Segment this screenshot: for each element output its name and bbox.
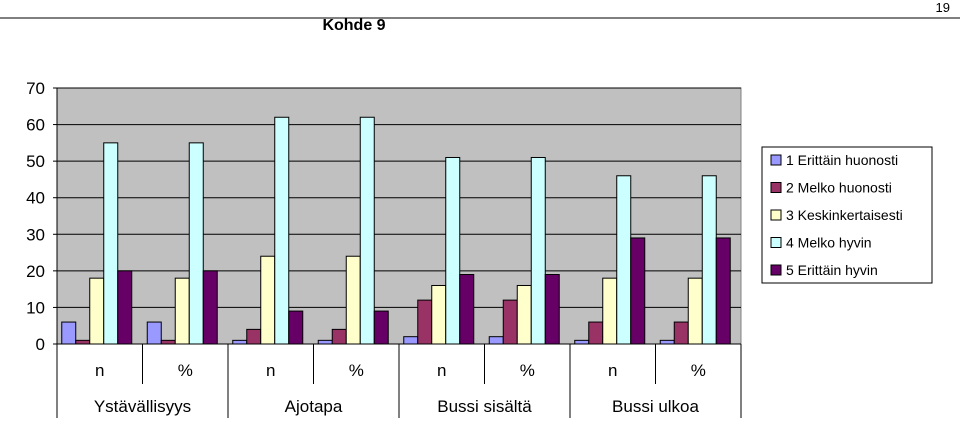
legend-swatch	[770, 154, 782, 166]
bar	[459, 274, 475, 345]
bar	[160, 339, 176, 345]
legend-entry: 2 Melko huonosti	[786, 180, 892, 196]
legend-entry: 3 Keskinkertaisesti	[786, 207, 903, 223]
bar	[246, 328, 262, 345]
bar	[530, 156, 546, 345]
bar	[232, 339, 248, 345]
bar	[317, 339, 333, 345]
legend-entry: 4 Melko hyvin	[786, 235, 872, 251]
bar	[103, 142, 119, 345]
legend-entry: 1 Erittäin huonosti	[786, 152, 898, 168]
legend-box	[761, 146, 933, 284]
bar	[61, 321, 77, 345]
bar	[75, 339, 91, 345]
bar	[174, 277, 190, 345]
x-tick-label: n	[95, 361, 104, 380]
bar	[403, 336, 419, 345]
bar	[502, 299, 518, 345]
x-group-label: Bussi ulkoa	[612, 397, 699, 416]
bar	[202, 270, 218, 345]
legend: 1 Erittäin huonosti 2 Melko huonosti 3 Kes…	[761, 146, 933, 284]
x-tick-label: %	[349, 361, 364, 380]
bar	[188, 142, 204, 345]
bar	[417, 299, 433, 345]
bar	[260, 255, 276, 345]
bar	[488, 336, 504, 345]
x-tick-label: n	[266, 361, 275, 380]
page-number: 19	[936, 0, 950, 15]
x-group-label: Ajotapa	[285, 397, 343, 416]
y-tick-label: 70	[26, 79, 45, 98]
bar	[574, 339, 590, 345]
y-tick-label: 20	[26, 262, 45, 281]
bar	[431, 284, 447, 345]
y-tick-label: 30	[26, 225, 45, 244]
bar	[673, 321, 689, 345]
bar	[288, 310, 304, 345]
chart-title: Kohde 9	[322, 17, 385, 34]
bar	[146, 321, 162, 345]
bar	[359, 116, 375, 345]
legend-swatch	[770, 237, 782, 248]
bar	[616, 175, 632, 345]
x-tick-label: %	[520, 361, 535, 380]
bar	[602, 277, 618, 345]
x-group-label: Ystävällisyys	[94, 397, 191, 416]
x-tick-label: n	[437, 361, 446, 380]
bar	[544, 274, 560, 345]
legend-swatch	[770, 209, 782, 221]
bar	[715, 237, 731, 345]
x-tick-label: n	[608, 361, 617, 380]
bar	[630, 237, 646, 345]
bar	[331, 328, 347, 345]
legend-swatch	[770, 182, 782, 193]
bar	[516, 284, 532, 345]
legend-entry: 5 Erittäin hyvin	[786, 262, 878, 278]
y-tick-label: 60	[26, 116, 45, 135]
y-tick-label: 0	[36, 335, 45, 354]
bar	[373, 310, 389, 345]
bar	[659, 339, 675, 345]
legend-swatch	[770, 264, 782, 276]
bar	[687, 277, 703, 345]
y-tick-label: 40	[26, 189, 45, 208]
x-group-label: Bussi sisältä	[437, 397, 532, 416]
y-tick-label: 50	[26, 152, 45, 171]
bars	[61, 116, 731, 345]
bar	[445, 156, 461, 345]
axes: 0 10 20 30 40 50 60 70 n% n% n% n % Ystävällisyys Ajot…	[26, 79, 742, 418]
bar	[345, 255, 361, 345]
bar	[701, 175, 717, 345]
bar	[274, 116, 290, 345]
bar	[89, 277, 105, 345]
y-tick-label: 10	[26, 298, 45, 317]
x-tick-label: %	[691, 361, 706, 380]
bar	[117, 270, 133, 345]
bar	[588, 321, 604, 345]
x-tick-label: %	[178, 361, 193, 380]
